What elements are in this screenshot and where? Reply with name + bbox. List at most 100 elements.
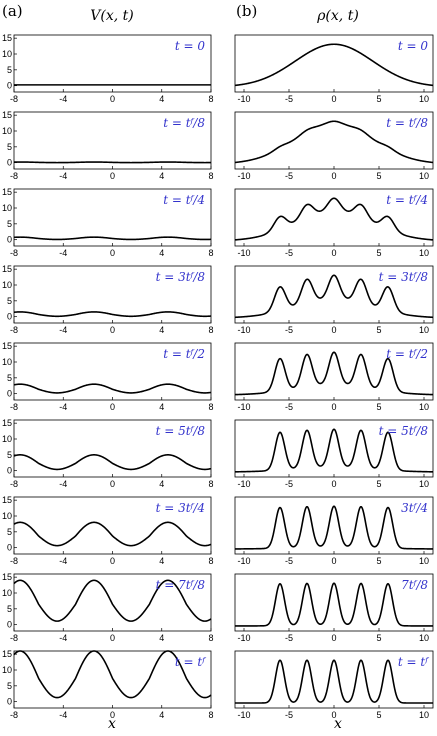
v-xtick-label: -8	[10, 633, 18, 643]
rho-xtick-label: -5	[285, 479, 293, 489]
v-curve-2	[13, 236, 212, 241]
v-xtick-label: 4	[159, 248, 164, 258]
rho-xtick-label: 0	[331, 479, 336, 489]
v-ytick-label: 5	[7, 142, 12, 152]
v-subplot-0: 0 5 10 15 -8 -4 0 4 8 t = 0	[2, 33, 214, 104]
v-time-label-2: t = tᶠ/4	[163, 193, 205, 207]
v-ytick-label: 0	[7, 158, 12, 168]
v-subplot-8: 0 5 10 15 -8 -4 0 4 8 t = tᶠ	[2, 649, 214, 720]
v-time-label-5: t = 5tᶠ/8	[156, 424, 206, 438]
rho-xtick-label: 5	[376, 556, 381, 566]
rho-xtick-label: 10	[419, 171, 429, 181]
v-ytick-label: 10	[2, 357, 12, 367]
rho-subplot-0: -10 -5 0 5 10 t = 0	[234, 34, 434, 104]
rho-subplot-8: -10 -5 0 5 10 t = tᶠ	[234, 650, 434, 720]
v-xtick-label: -8	[10, 248, 18, 258]
v-subplot-6: 0 5 10 15 -8 -4 0 4 8 t = 3tᶠ/4	[2, 495, 214, 566]
v-subplot-2: 0 5 10 15 -8 -4 0 4 8 t = tᶠ/4	[2, 187, 214, 258]
v-ytick-label: 5	[7, 373, 12, 383]
v-xtick-label: -8	[10, 171, 18, 181]
v-xtick-label: 8	[208, 402, 213, 412]
panel-a-letter: (a)	[2, 2, 23, 20]
v-xtick-label: 0	[110, 556, 115, 566]
v-ytick-label: 0	[7, 543, 12, 553]
rho-xtick-label: 10	[419, 479, 429, 489]
v-xtick-label: 4	[159, 94, 164, 104]
v-xtick-label: 8	[208, 710, 213, 720]
v-xtick-label: -4	[59, 556, 67, 566]
rho-subplot-3: -10 -5 0 5 10 t = 3tᶠ/8	[234, 265, 434, 335]
rho-subplot-7: -10 -5 0 5 10 7tᶠ/8	[234, 573, 434, 643]
rho-xtick-label: 10	[419, 710, 429, 720]
v-ytick-label: 5	[7, 450, 12, 460]
rho-xtick-label: 0	[331, 633, 336, 643]
v-xtick-label: 8	[208, 94, 213, 104]
rho-xtick-label: 5	[376, 94, 381, 104]
rho-curve-4	[234, 351, 434, 396]
rho-curve-1	[234, 120, 434, 164]
v-ytick-label: 10	[2, 280, 12, 290]
column-a-title: V(x, t)	[90, 8, 133, 24]
v-ytick-label: 15	[2, 33, 12, 43]
rho-xtick-label: 10	[419, 248, 429, 258]
v-ytick-label: 15	[2, 418, 12, 428]
rho-xtick-label: -10	[237, 325, 250, 335]
rho-xtick-label: 5	[376, 248, 381, 258]
v-ytick-label: 5	[7, 65, 12, 75]
v-xtick-label: -4	[59, 710, 67, 720]
rho-curve-0	[234, 43, 434, 87]
v-time-label-1: t = tᶠ/8	[163, 116, 205, 130]
rho-xtick-label: 5	[376, 479, 381, 489]
v-xtick-label: 0	[110, 171, 115, 181]
v-curve-3	[13, 311, 212, 318]
rho-xtick-label: 10	[419, 325, 429, 335]
v-time-label-4: t = tᶠ/2	[163, 347, 205, 361]
v-xtick-label: 0	[110, 402, 115, 412]
v-ytick-label: 5	[7, 219, 12, 229]
v-xtick-label: -4	[59, 171, 67, 181]
v-ytick-label: 0	[7, 389, 12, 399]
x-axis-label-b: x	[334, 716, 342, 732]
rho-curve-7	[234, 582, 434, 627]
rho-xtick-label: -5	[285, 248, 293, 258]
v-curve-4	[13, 383, 212, 394]
v-xtick-label: 0	[110, 325, 115, 335]
rho-xtick-label: -10	[237, 402, 250, 412]
v-xtick-label: -4	[59, 633, 67, 643]
rho-xtick-label: 5	[376, 171, 381, 181]
rho-time-label-4: t = tᶠ/2	[386, 347, 428, 361]
rho-xtick-label: -5	[285, 556, 293, 566]
v-ytick-label: 15	[2, 649, 12, 659]
v-ytick-label: 0	[7, 312, 12, 322]
panel-b-plots: -10 -5 0 5 10 t = 0 -10 -5 0 5 10 t = tᶠ/8 -10 -5 0 5 10…	[234, 34, 434, 720]
v-ytick-label: 10	[2, 203, 12, 213]
v-xtick-label: -4	[59, 325, 67, 335]
rho-xtick-label: -5	[285, 94, 293, 104]
rho-time-label-7: 7tᶠ/8	[401, 578, 428, 592]
v-xtick-label: 0	[110, 94, 115, 104]
v-xtick-label: 0	[110, 479, 115, 489]
v-ytick-label: 15	[2, 187, 12, 197]
v-time-label-6: t = 3tᶠ/4	[156, 501, 205, 515]
v-xtick-label: -4	[59, 248, 67, 258]
v-time-label-8: t = tᶠ	[175, 655, 206, 669]
v-xtick-label: -8	[10, 325, 18, 335]
rho-subplot-4: -10 -5 0 5 10 t = tᶠ/2	[234, 342, 434, 412]
v-ytick-label: 0	[7, 697, 12, 707]
v-curve-6	[13, 521, 212, 547]
rho-curve-5	[234, 428, 434, 473]
v-xtick-label: 0	[110, 633, 115, 643]
v-ytick-label: 10	[2, 665, 12, 675]
v-ytick-label: 0	[7, 466, 12, 476]
rho-time-label-8: t = tᶠ	[398, 655, 429, 669]
rho-time-label-3: t = 3tᶠ/8	[379, 270, 429, 284]
v-xtick-label: 8	[208, 325, 213, 335]
rho-xtick-label: -10	[237, 94, 250, 104]
rho-xtick-label: 10	[419, 94, 429, 104]
v-ytick-label: 0	[7, 620, 12, 630]
v-xtick-label: -8	[10, 479, 18, 489]
v-xtick-label: -4	[59, 402, 67, 412]
v-xtick-label: 4	[159, 633, 164, 643]
rho-xtick-label: -5	[285, 325, 293, 335]
rho-xtick-label: -10	[237, 171, 250, 181]
